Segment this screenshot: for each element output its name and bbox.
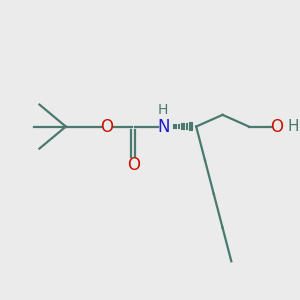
- Text: N: N: [158, 118, 170, 136]
- Text: O: O: [127, 156, 140, 174]
- Text: O: O: [270, 118, 283, 136]
- Text: H: H: [157, 103, 168, 117]
- Text: O: O: [100, 118, 113, 136]
- Text: H: H: [288, 119, 299, 134]
